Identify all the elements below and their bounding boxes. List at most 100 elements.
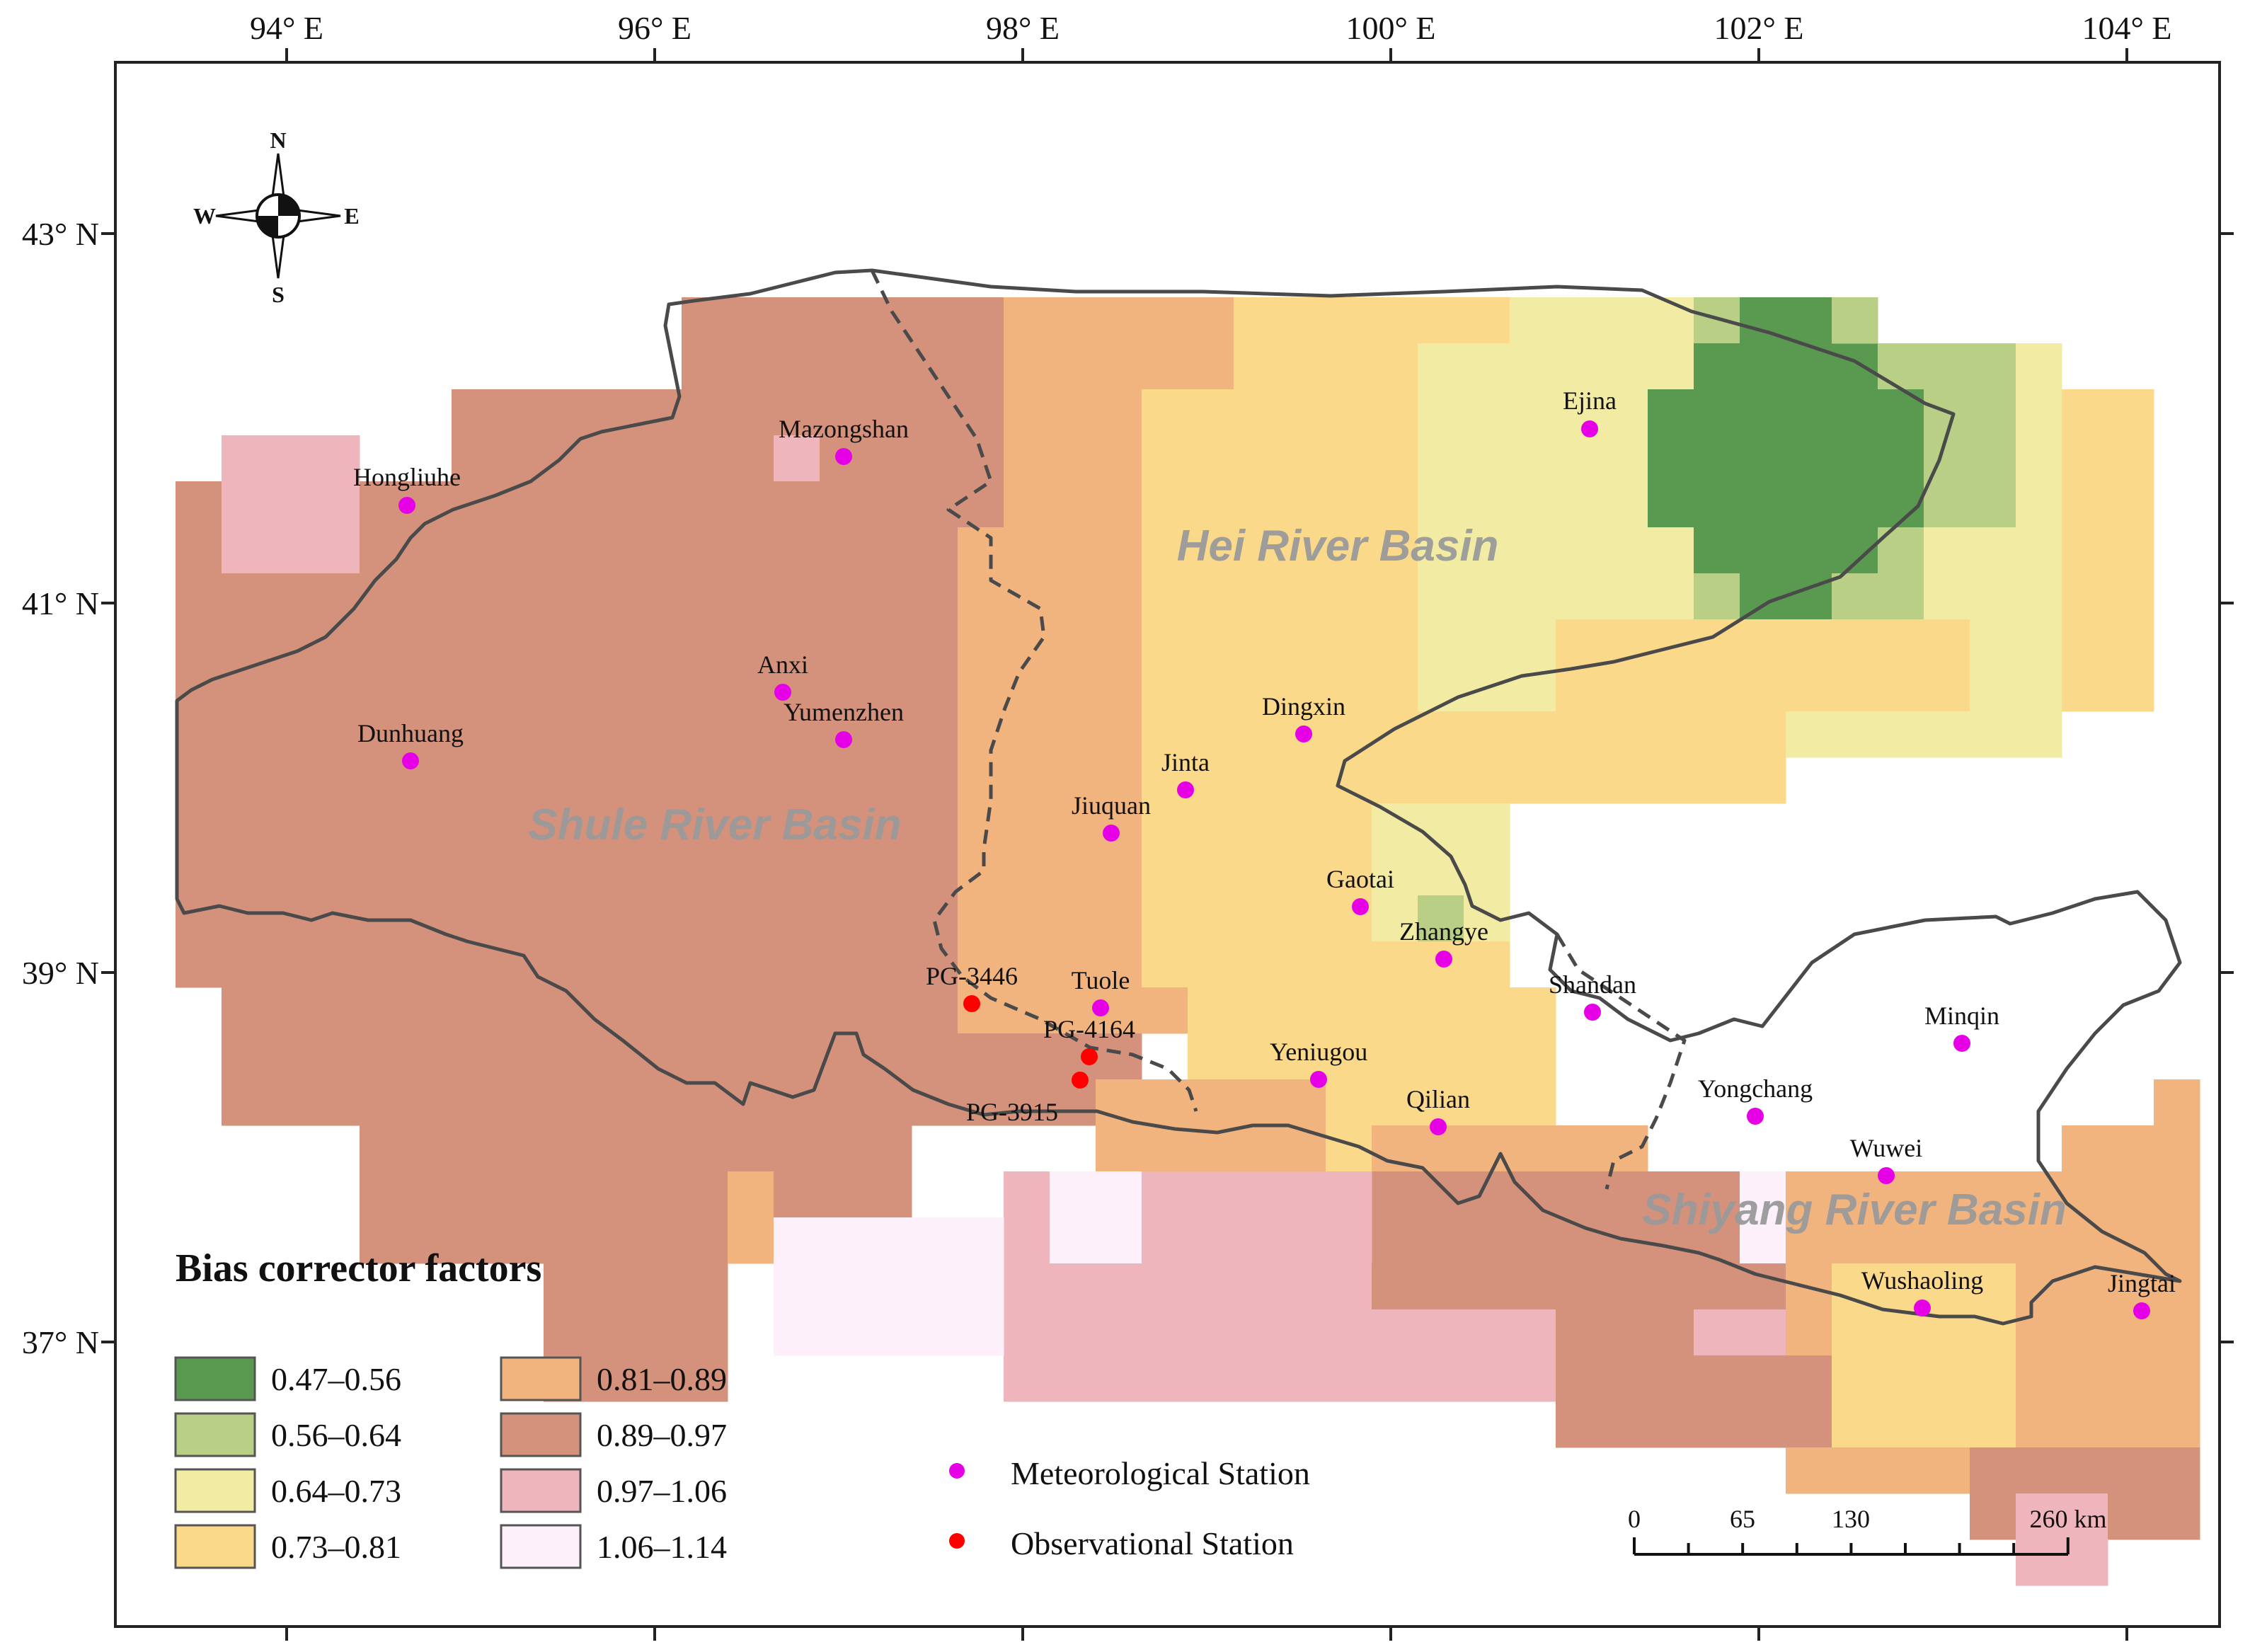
raster-cell	[820, 343, 866, 390]
compass-quadrant-1	[278, 195, 299, 216]
raster-cell	[1740, 665, 1786, 712]
raster-cell	[2062, 389, 2108, 436]
raster-cell	[590, 1355, 636, 1402]
meteorological-station-marker	[1352, 898, 1369, 915]
raster-cell	[1970, 1401, 2016, 1448]
raster-cell	[452, 711, 498, 758]
raster-cell	[820, 987, 866, 1034]
raster-cell	[1280, 435, 1326, 482]
raster-cell	[1004, 1263, 1050, 1310]
raster-cell	[314, 1079, 360, 1126]
raster-cell	[2016, 1217, 2062, 1264]
raster-cell	[1234, 389, 1280, 436]
raster-cell	[682, 849, 728, 896]
raster-cell	[1602, 527, 1648, 574]
raster-cell	[452, 849, 498, 896]
raster-cell	[1832, 619, 1878, 666]
raster-cell	[1464, 573, 1510, 620]
raster-cell	[1188, 527, 1234, 574]
raster-cell	[590, 1171, 636, 1218]
meteorological-station-marker	[1177, 781, 1194, 798]
raster-cell	[1234, 849, 1280, 896]
raster-cell	[2108, 435, 2154, 482]
raster-cell	[728, 1171, 774, 1218]
raster-cell	[866, 1125, 912, 1172]
raster-cell	[866, 389, 912, 436]
raster-cell	[636, 941, 682, 988]
raster-cell	[2062, 573, 2108, 620]
raster-cell	[1050, 1309, 1096, 1356]
raster-cell	[912, 757, 958, 804]
raster-cell	[1924, 573, 1970, 620]
compass-label-n: N	[270, 127, 286, 153]
raster-cell	[866, 1263, 912, 1310]
raster-cell	[682, 987, 728, 1034]
raster-cell	[1464, 757, 1510, 804]
raster-cell	[912, 803, 958, 850]
raster-cell	[1786, 711, 1832, 758]
raster-cell	[1602, 711, 1648, 758]
raster-cell	[1188, 1033, 1234, 1080]
raster-cell	[1464, 803, 1510, 850]
raster-cell	[176, 573, 222, 620]
raster-cell	[222, 941, 268, 988]
raster-cell	[1142, 803, 1188, 850]
raster-cell	[222, 987, 268, 1034]
raster-cell	[1188, 297, 1234, 344]
raster-cell	[1694, 757, 1740, 804]
legend-swatch	[174, 1356, 256, 1401]
raster-cell	[1096, 1355, 1142, 1402]
raster-cell	[176, 619, 222, 666]
raster-cell	[1096, 435, 1142, 482]
raster-cell	[1740, 1401, 1786, 1448]
raster-cell	[1280, 1309, 1326, 1356]
raster-cell	[590, 619, 636, 666]
raster-cell	[958, 573, 1004, 620]
raster-cell	[1510, 1263, 1556, 1310]
raster-cell	[1280, 849, 1326, 896]
raster-cell	[498, 941, 544, 988]
raster-cell	[1602, 757, 1648, 804]
raster-cell	[2108, 573, 2154, 620]
raster-cell	[222, 1079, 268, 1126]
raster-cell	[1050, 1079, 1096, 1126]
raster-cell	[498, 619, 544, 666]
raster-cell	[1786, 435, 1832, 482]
raster-cell	[958, 665, 1004, 712]
raster-cell	[544, 1217, 590, 1264]
raster-cell	[1464, 711, 1510, 758]
raster-cell	[958, 1079, 1004, 1126]
raster-cell	[774, 941, 820, 988]
raster-cell	[1326, 527, 1372, 574]
raster-cell	[866, 803, 912, 850]
raster-cell	[1832, 1263, 1878, 1310]
raster-cell	[1004, 665, 1050, 712]
raster-cell	[820, 665, 866, 712]
raster-cell	[866, 297, 912, 344]
raster-cell	[2062, 1309, 2108, 1356]
raster-cell	[498, 711, 544, 758]
raster-cell	[544, 1125, 590, 1172]
raster-cell	[1648, 573, 1694, 620]
raster-cell	[1096, 941, 1142, 988]
raster-cell	[452, 1079, 498, 1126]
raster-cell	[682, 1263, 728, 1310]
raster-cell	[360, 619, 406, 666]
raster-cell	[774, 895, 820, 942]
raster-cell	[1142, 941, 1188, 988]
raster-cell	[1280, 619, 1326, 666]
raster-cell	[498, 527, 544, 574]
raster-cell	[2062, 1171, 2108, 1218]
legend-observational-marker	[949, 1533, 965, 1549]
compass-label-w: W	[193, 203, 216, 229]
raster-cell	[1694, 481, 1740, 528]
raster-cell	[406, 1125, 452, 1172]
raster-cell	[958, 297, 1004, 344]
raster-cell	[590, 1309, 636, 1356]
meteorological-station-label: Shandan	[1549, 970, 1636, 999]
raster-cell	[1510, 343, 1556, 390]
raster-cell	[590, 573, 636, 620]
raster-cell	[1464, 481, 1510, 528]
raster-cell	[1142, 1125, 1188, 1172]
scale-label-130: 130	[1832, 1505, 1870, 1533]
